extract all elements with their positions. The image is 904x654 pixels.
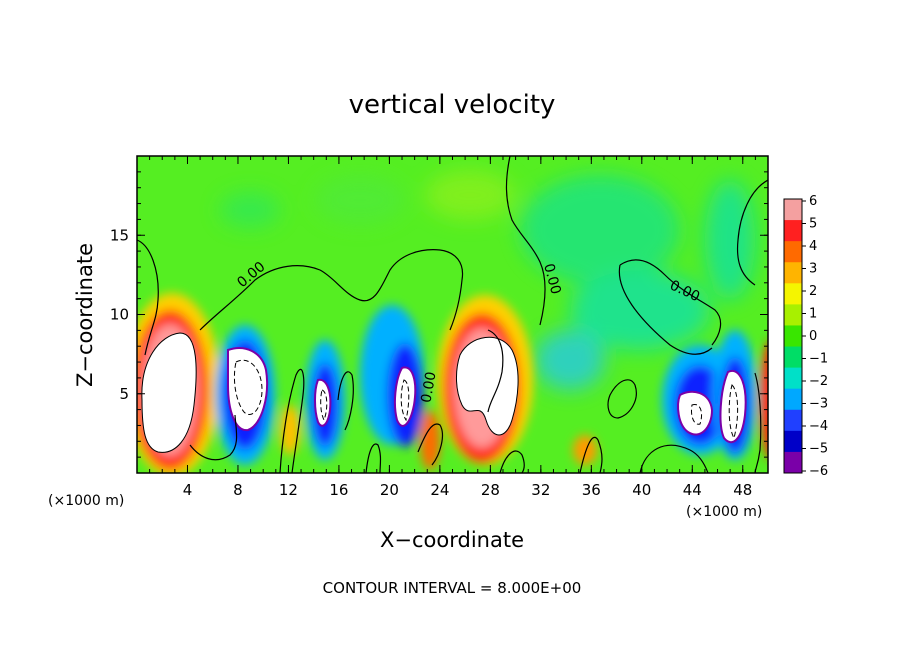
contour-label: 0.00: [540, 262, 564, 296]
colorbar-swatch: [784, 367, 802, 390]
zero-contour: [579, 437, 603, 473]
colorbar: 6 5 4 3 2 1 0 −1 −2 −3 −4 −5 −6: [783, 194, 828, 479]
y-tick-label: 15: [110, 226, 129, 244]
field-patch: [570, 270, 710, 350]
zero-contour: [137, 239, 159, 356]
field-patch: [520, 175, 680, 285]
y-axis-title: Z−coordinate: [73, 243, 97, 387]
warm-patch: [280, 405, 300, 455]
x-tick-label: 32: [531, 481, 550, 499]
x-tick-label: 20: [380, 481, 399, 499]
zero-contour: [417, 423, 444, 466]
negative-contour: [728, 384, 739, 440]
colorbar-swatch: [784, 346, 802, 369]
colorbar-swatch: [784, 283, 802, 305]
x-axis-title: X−coordinate: [380, 528, 524, 552]
warm-patch: [573, 435, 597, 465]
zero-contour: [337, 371, 354, 431]
colorbar-swatch: [784, 451, 802, 474]
y-axis: 5 10 15: [110, 171, 768, 458]
negative-contour: [691, 403, 703, 425]
x-tick-label: 36: [582, 481, 601, 499]
x-units-right: (×1000 m): [686, 504, 762, 520]
negative-contour: [400, 379, 410, 422]
colorbar-tick-label: −2: [809, 374, 828, 389]
colorbar-swatch: [784, 262, 802, 284]
zero-contour: [279, 368, 305, 473]
zero-contour: [189, 414, 238, 461]
colorbar-swatch: [784, 409, 802, 432]
colorbar-tick-label: 0: [809, 329, 817, 344]
zero-contour: [736, 179, 768, 286]
x-tick-label: 48: [733, 481, 752, 499]
zero-contour: [505, 156, 546, 326]
downdraft-max-core: [393, 366, 417, 427]
x-tick-label: 28: [481, 481, 500, 499]
field-patch: [220, 192, 280, 228]
colorbar-swatch: [784, 199, 802, 221]
x-tick-label: 16: [329, 481, 348, 499]
chart-title: vertical velocity: [349, 90, 556, 120]
updraft-max-core: [141, 332, 197, 453]
x-tick-label: 8: [233, 481, 243, 499]
contour-interval-note: CONTOUR INTERVAL = 8.000E+00: [323, 579, 582, 597]
colorbar-tick-label: 2: [809, 284, 817, 299]
zero-contour: [365, 443, 382, 473]
field-patch: [705, 180, 755, 300]
colorbar-tick-label: −1: [809, 352, 828, 367]
zero-contour: [639, 444, 709, 473]
zero-contour: [607, 379, 637, 419]
x-tick-label: 44: [683, 481, 702, 499]
colorbar-swatch: [784, 430, 802, 453]
downdraft-max-core: [719, 369, 747, 444]
colorbar-tick-label: 5: [809, 217, 817, 232]
colorbar-swatch: [784, 304, 802, 326]
zero-contour: [619, 259, 722, 346]
zero-contour: [499, 450, 525, 473]
velocity-field: 0.00 0.00 0.00 0.00: [137, 156, 768, 473]
field-patch: [535, 330, 605, 390]
x-tick-label: 24: [430, 481, 449, 499]
colorbar-swatch: [784, 388, 802, 411]
zero-contour: [487, 329, 504, 413]
downdraft-max-core: [677, 390, 714, 436]
downdraft-max-core: [314, 378, 332, 427]
field-patch: [425, 170, 515, 220]
colorbar-tick-label: 4: [809, 239, 817, 254]
colorbar-swatch: [784, 241, 802, 263]
field-patch: [315, 175, 405, 225]
zero-contour: [618, 264, 713, 355]
colorbar-tick-label: 1: [809, 307, 817, 322]
x-tick-label: 4: [183, 481, 193, 499]
colorbar-swatch: [784, 325, 802, 348]
x-tick-label: 40: [632, 481, 651, 499]
updraft-core: [760, 343, 768, 457]
y-tick-label: 10: [110, 306, 129, 324]
colorbar-tick-label: −6: [809, 464, 828, 479]
x-tick-label: 12: [279, 481, 298, 499]
contour-label: 0.00: [418, 371, 439, 404]
colorbar-tick-label: −3: [809, 397, 828, 412]
colorbar-tick-label: −4: [809, 419, 828, 434]
colorbar-tick-label: 3: [809, 262, 817, 277]
colorbar-swatch: [784, 220, 802, 242]
y-tick-label: 5: [119, 385, 129, 403]
colorbar-tick-label: −5: [809, 442, 828, 457]
x-units-left: (×1000 m): [48, 493, 124, 509]
zero-contour: [199, 249, 464, 331]
colorbar-tick-label: 6: [809, 194, 817, 209]
x-axis: 4 8 12 16 20 24 28 32 36 40 44 48: [149, 156, 756, 499]
negative-contour: [233, 359, 263, 415]
